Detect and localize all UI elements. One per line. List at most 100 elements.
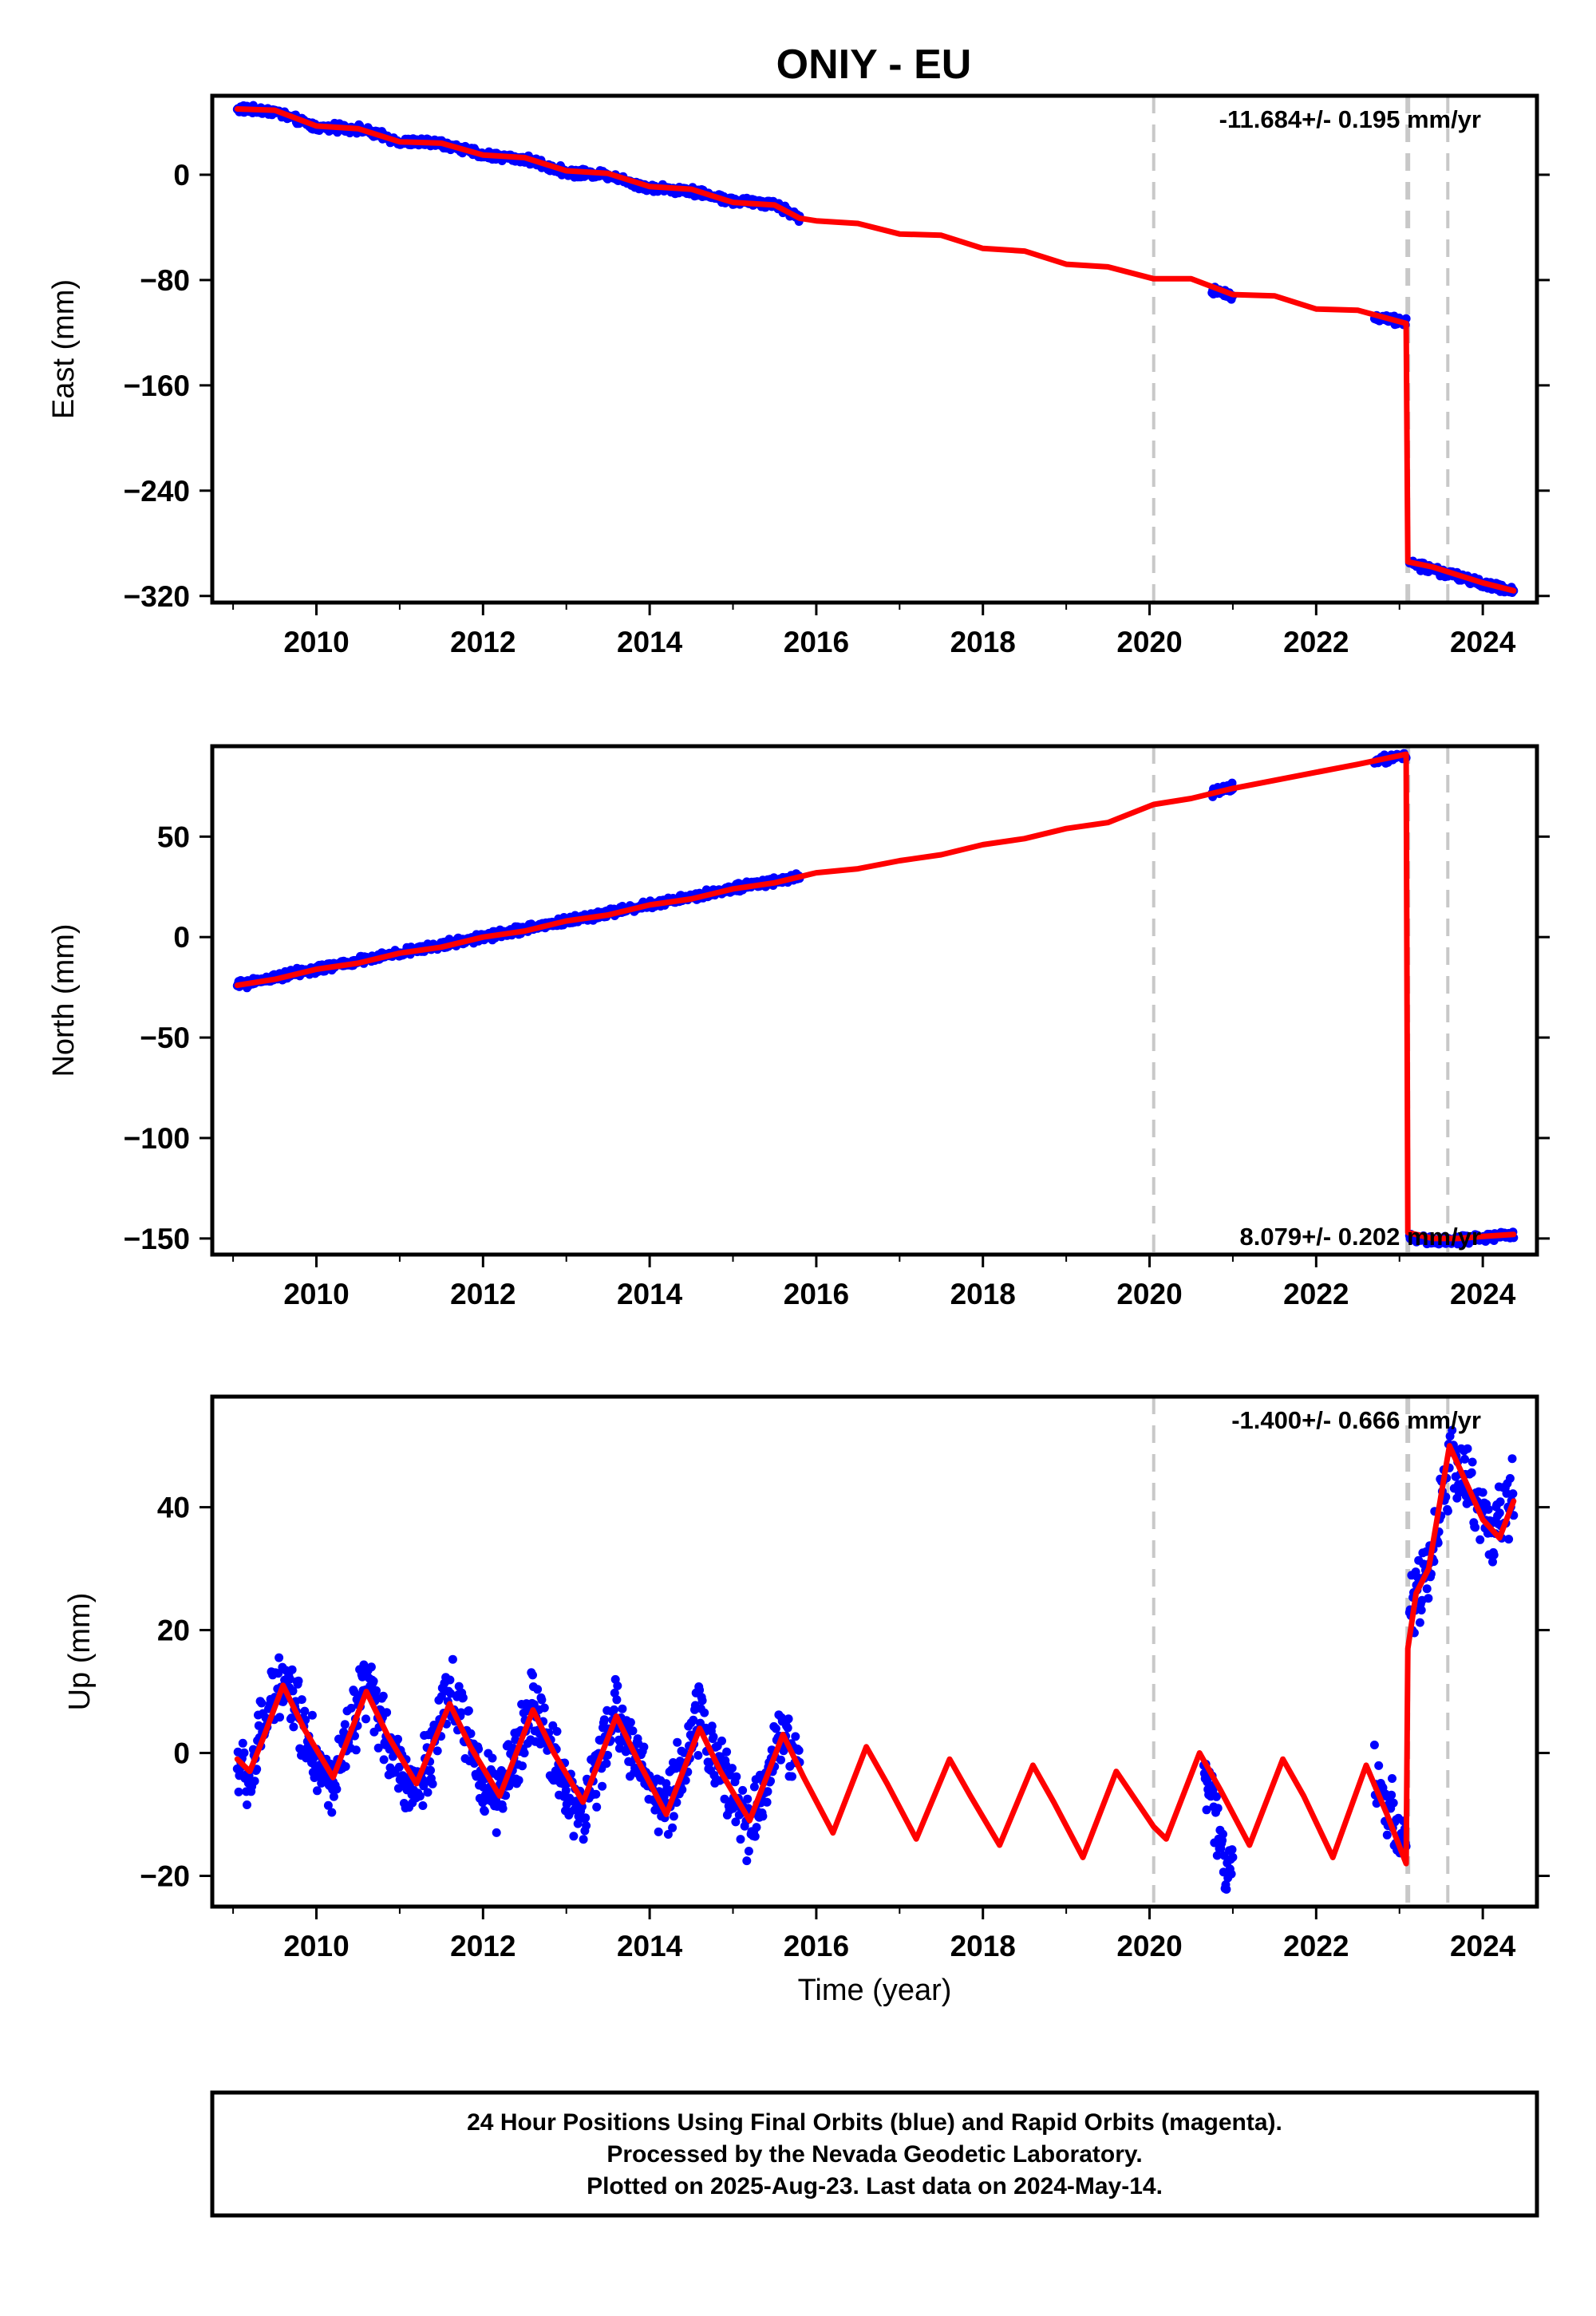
up-observation-point [369,1677,378,1686]
up-observation-point [776,1755,785,1765]
up-observation-point [492,1828,501,1837]
up-velocity-label: -1.400+/- 0.666 mm/yr [1231,1406,1481,1434]
east-x-tick-label: 2010 [283,626,349,658]
up-observation-point [610,1688,619,1697]
east-y-tick-label: −240 [124,475,190,508]
north-plot-frame [210,744,1539,1257]
up-observation-point [1422,1584,1432,1594]
up-observation-point [1227,1869,1236,1879]
up-x-tick-label: 2024 [1450,1930,1516,1962]
up-observation-point [1468,1457,1477,1467]
north-x-tick-label: 2022 [1283,1278,1349,1310]
up-observation-point [329,1792,338,1801]
up-observation-point [1495,1497,1505,1507]
up-observation-point [1212,1851,1222,1860]
up-observation-point [366,1662,376,1672]
up-observation-point [289,1722,298,1732]
up-observation-point [294,1676,303,1686]
up-observation-point [628,1726,638,1736]
up-observation-point [393,1734,402,1744]
up-observation-point [479,1782,488,1792]
east-velocity-label: -11.684+/- 0.195 mm/yr [1219,105,1481,133]
up-observation-point [743,1794,753,1804]
up-observation-point [307,1710,317,1720]
up-observation-point [728,1764,737,1773]
up-observation-point [518,1761,527,1771]
up-observation-point [709,1732,718,1741]
up-observation-point [1389,1798,1398,1808]
up-observation-point [561,1785,571,1795]
up-observation-point [1211,1792,1221,1801]
up-observation-point [445,1675,455,1685]
up-y-tick-label: −20 [140,1860,190,1893]
up-observation-point [663,1830,673,1839]
north-y-tick-label: 0 [173,921,190,954]
east-x-tick-label: 2012 [450,626,516,658]
up-observation-point [659,1792,669,1801]
up-observation-point [784,1714,793,1724]
up-observation-point [514,1776,523,1785]
up-observation-point [602,1759,611,1769]
up-observation-point [697,1696,707,1705]
north-x-tick-label: 2018 [950,1278,1016,1310]
up-observation-point [731,1817,741,1827]
up-observation-point [1504,1535,1514,1544]
up-observation-point [332,1784,342,1794]
up-observation-point [1495,1508,1504,1518]
up-observation-point [612,1695,622,1705]
up-observation-point [286,1674,294,1684]
up-observation-point [1416,1606,1426,1614]
up-observation-point [243,1800,251,1809]
up-x-axis-label: Time (year) [798,1974,952,2007]
up-observation-point [669,1812,678,1821]
up-observation-point [275,1713,284,1722]
up-observation-point [552,1727,562,1736]
up-observation-point [537,1695,547,1705]
up-observation-point [456,1708,466,1717]
footer-frame [210,2090,1539,2218]
up-panel: 2010 2012 2014 2016 2018 2020 2022 2024 40 20 0 −20… [63,1394,1550,2007]
up-observation-point [678,1785,687,1794]
east-x-tick-label: 2024 [1450,626,1516,658]
north-velocity-label: 8.079+/- 0.202 mm/yr [1240,1223,1481,1251]
up-observation-point [466,1729,476,1738]
up-observation-point [732,1772,741,1781]
up-observation-point [426,1765,435,1775]
up-observation-point [528,1670,537,1680]
up-observation-point [1382,1830,1392,1840]
up-observation-point [1448,1425,1457,1435]
up-observation-point [275,1653,284,1662]
up-observation-point [794,1745,804,1755]
up-observation-point [599,1715,609,1725]
up-observation-point [1489,1550,1499,1559]
up-observation-point [373,1743,383,1753]
up-observation-point [361,1714,370,1724]
up-observation-point [639,1742,649,1752]
up-observation-point [693,1751,703,1760]
up-observation-point [598,1781,607,1791]
up-observation-point [1507,1454,1517,1464]
up-plot-frame [210,1394,1539,1909]
up-observation-point [744,1847,753,1856]
footer-line-orbits: 24 Hour Positions Using Final Orbits (bl… [467,2109,1282,2136]
up-observation-point [1463,1444,1472,1453]
north-y-axis-label: North (mm) [47,923,81,1077]
up-observation-point [742,1856,752,1866]
up-observation-point [351,1745,361,1755]
up-observation-point [673,1737,682,1747]
up-observation-point [591,1789,601,1799]
east-y-axis-label: East (mm) [47,279,81,419]
up-observation-point [758,1812,768,1821]
up-observation-point [700,1708,709,1717]
up-observation-point [788,1772,796,1781]
up-observation-point [346,1703,356,1713]
up-observation-point [519,1749,529,1758]
east-x-tick-label: 2022 [1283,626,1349,658]
up-observation-point [618,1704,627,1713]
up-observation-point [448,1654,457,1664]
up-observation-point [350,1687,359,1697]
up-observation-point [582,1821,591,1831]
figure-title: ONIY - EU [776,41,972,88]
up-observation-point [1228,1852,1238,1862]
footer-line-processor: Processed by the Nevada Geodetic Laborat… [606,2141,1142,2168]
